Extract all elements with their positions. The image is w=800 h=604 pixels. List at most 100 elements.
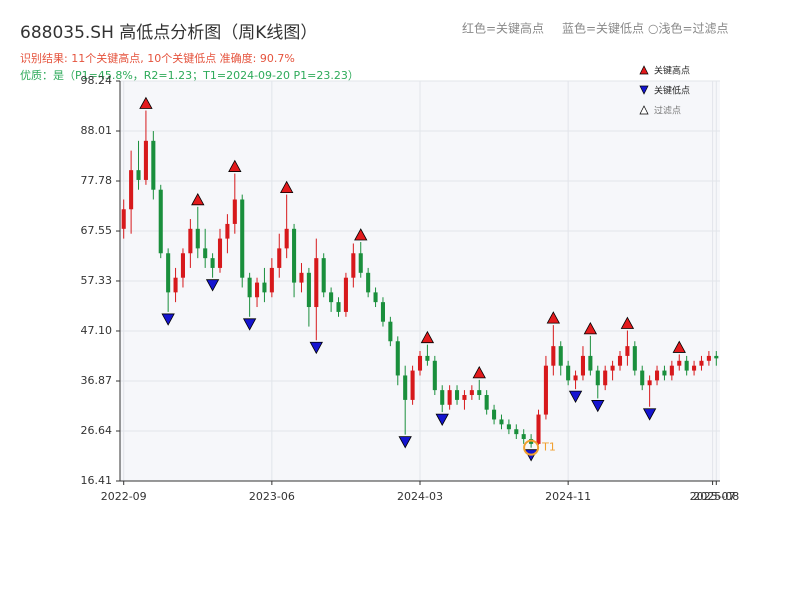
key-low-marker [435,413,449,426]
candle-body [603,370,608,386]
candle-body [299,272,304,283]
key-high-marker [354,228,368,241]
key-high-marker [546,311,561,324]
candle-body [284,228,289,249]
candle-body [506,424,511,430]
candle-body [692,365,697,371]
legend-label: 关键高点 [654,65,690,77]
candle-body [617,355,623,366]
x-tick-label: 2025-08 [693,490,739,503]
key-low-marker [242,318,257,331]
candle-body [380,302,385,322]
candle-body [410,370,415,400]
candle-body [247,277,252,298]
candle-body [373,292,378,303]
candle-body [136,170,141,180]
candle-body [277,248,282,268]
key-low-marker [398,436,412,449]
candle-body [121,209,126,229]
candle-body [706,355,711,361]
y-tick-label: 26.64 [81,424,113,437]
candle-body [425,355,430,361]
candle-body [440,390,445,405]
candle-body [351,253,356,278]
candle-body [321,258,326,293]
key-high-marker [228,159,242,172]
candle-body [343,277,348,312]
candle-body [417,355,423,371]
candle-body [329,292,334,303]
candle-body [210,258,215,268]
candle-body [366,272,371,293]
candle-body [292,228,297,283]
candle-body [669,365,674,376]
y-tick-label: 98.24 [81,74,113,87]
candle-body [232,199,237,224]
candle-body [336,302,341,312]
quality-note: 优质：是（P1=45.8%，R2=1.23；T1=2024-09-20 P1=2… [20,69,359,82]
legend-symbol [639,105,649,115]
legend-label: 关键低点 [654,85,690,97]
candle-body [684,360,689,371]
candle-body [447,390,452,405]
key-high-marker [191,192,205,206]
candle-body [632,346,637,371]
candle-body [269,267,274,293]
y-tick-label: 36.87 [81,374,113,387]
candle-body [262,282,267,293]
candle-body [388,321,393,342]
key-high-marker [583,322,598,335]
candle-body [358,253,363,273]
key-high-marker [620,316,635,329]
candle-body [306,272,311,308]
key-low-marker [205,279,220,292]
candle-body [714,355,719,359]
candle-body [240,199,245,278]
candle-body [203,248,208,259]
candle-body [625,346,630,356]
candle-body [477,390,482,396]
candle-body [662,370,667,376]
key-low-marker [642,408,657,421]
candle-body [655,370,660,381]
header-legend: 红色=关键高点 [462,21,544,36]
legend-symbol [639,85,649,95]
candle-body [580,355,585,376]
candle-body [432,360,437,391]
t1-label: T1 [541,441,556,454]
candle-body [173,277,178,293]
candle-body [558,346,563,366]
candle-body [195,228,200,249]
candle-body [595,370,600,386]
x-tick-label: 2024-03 [397,490,443,503]
legend-symbol [639,65,649,75]
legend-label: 过滤点 [654,105,681,117]
key-high-marker [472,366,486,379]
candle-body [151,140,156,190]
candle-body [551,346,556,366]
key-high-marker [279,180,294,194]
t1-marker [523,439,540,456]
y-tick-label: 57.33 [81,274,113,287]
candle-body [536,414,541,444]
candle-body [158,189,163,254]
candle-body [640,370,645,386]
subtitle: 识别结果: 11个关键高点, 10个关键低点 准确度: 90.7% [20,51,295,65]
candle-body [462,395,467,400]
y-tick-label: 67.55 [81,224,113,237]
candle-body [255,282,260,298]
y-tick-label: 88.01 [81,124,113,137]
candle-body [699,360,704,366]
key-high-marker [420,330,435,344]
candle-body [647,380,652,386]
candle-body [166,253,171,293]
candle-body [543,365,548,415]
candle-body [514,429,519,435]
key-high-marker [139,96,153,109]
candle-body [225,223,230,239]
candle-body [521,434,526,440]
candle-body [455,390,460,400]
candle-body [573,375,578,381]
candle-body [610,365,615,371]
x-tick-label: 2024-11 [545,490,591,503]
